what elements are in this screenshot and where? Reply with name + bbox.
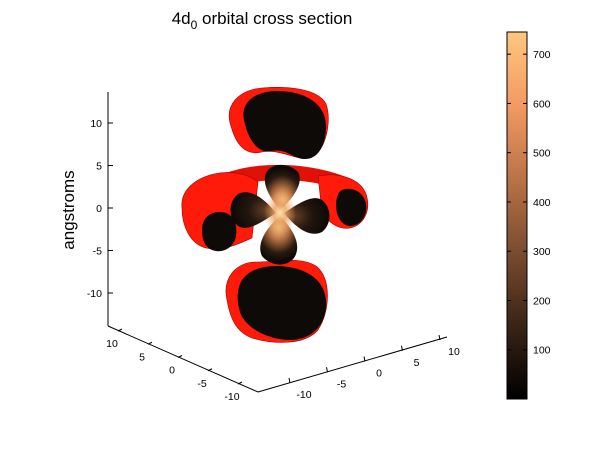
- colorbar-tick-label: 100: [533, 345, 551, 357]
- y-tick-mark: [117, 328, 123, 332]
- torus-right-cut-face: [336, 188, 367, 226]
- x-tick-label: -10: [296, 389, 311, 401]
- bottom-lobe-cut-face: [237, 266, 327, 340]
- bottom-lobe: [225, 259, 328, 343]
- torus-left-cut-face: [202, 212, 237, 252]
- y-tick-label: 0: [169, 365, 175, 377]
- y-tick-mark: [177, 355, 183, 358]
- x-tick-label: 0: [376, 368, 382, 380]
- y-tick-mark: [207, 368, 213, 372]
- torus-ring: [181, 164, 369, 252]
- y-tick-mark: [147, 341, 153, 345]
- colorbar-fill: [507, 32, 527, 399]
- y-tick-label: 10: [106, 338, 118, 350]
- y-axis-line: [107, 325, 259, 393]
- x-tick-mark: [438, 334, 441, 341]
- x-axis-ticks: -10 -5 0 5 10: [288, 334, 460, 401]
- z-tick-label: -10: [87, 288, 102, 300]
- x-tick-label: -5: [337, 378, 346, 390]
- colorbar: 700 600 500 400 300 200 100: [506, 31, 551, 400]
- z-tick-label: -5: [93, 246, 102, 258]
- x-tick-mark: [363, 356, 366, 362]
- orbital-surface: [181, 87, 369, 343]
- x-tick-label: 5: [414, 357, 420, 369]
- y-tick-label: 5: [139, 351, 145, 363]
- chart-title: 4d0 orbital cross section: [172, 9, 353, 32]
- x-tick-mark: [326, 367, 328, 373]
- top-lobe-cut-face: [243, 90, 326, 160]
- colorbar-tick-label: 600: [533, 98, 551, 110]
- chart-title-subscript: 0: [191, 18, 198, 32]
- z-axis-label: angstroms: [59, 170, 78, 249]
- colorbar-tick-label: 200: [533, 295, 551, 307]
- center-glow: [264, 191, 296, 235]
- colorbar-tick-label: 300: [533, 246, 551, 258]
- y-axis-ticks: 10 5 0 -5 -10: [106, 328, 243, 403]
- x-tick-mark: [288, 377, 291, 384]
- y-tick-label: -5: [197, 378, 206, 390]
- z-tick-label: 10: [90, 118, 102, 130]
- z-tick-label: 0: [96, 203, 102, 215]
- z-tick-label: 5: [96, 161, 102, 173]
- z-axis-ticks: 10 5 0 -5 -10: [87, 118, 113, 300]
- colorbar-frame: [506, 31, 528, 400]
- colorbar-tick-label: 700: [533, 49, 551, 61]
- top-lobe: [229, 87, 329, 160]
- y-tick-mark: [237, 381, 243, 385]
- x-tick-label: 10: [448, 346, 460, 358]
- y-tick-label: -10: [224, 391, 239, 403]
- colorbar-tick-label: 500: [533, 148, 551, 160]
- colorbar-tick-label: 400: [533, 197, 551, 209]
- colorbar-ticks: 700 600 500 400 300 200 100: [507, 49, 551, 357]
- central-cross-section: [230, 164, 330, 265]
- x-tick-mark: [401, 345, 403, 351]
